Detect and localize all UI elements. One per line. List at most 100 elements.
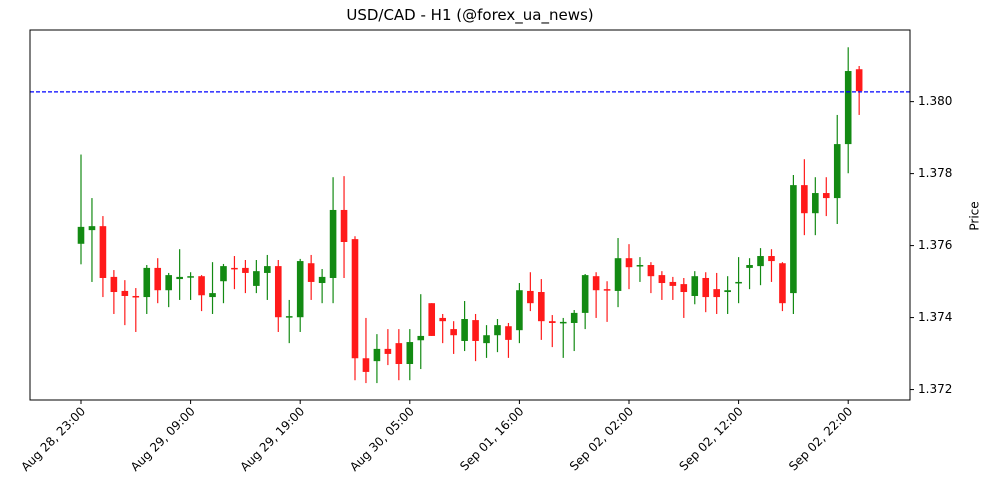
candle-body [581,275,589,313]
candle [384,329,392,366]
candle-body [296,261,304,318]
candle [340,176,348,278]
candle [187,272,194,300]
candle-body [822,193,830,199]
y-tick-label: 1.372 [918,382,952,396]
candle-body [461,319,468,341]
candle [658,271,666,300]
candle-body [516,290,523,331]
candle [110,270,118,314]
candle [691,271,699,305]
candle-body [362,358,370,372]
candle [801,159,808,236]
candle-body [801,185,808,214]
candle-body [548,321,556,323]
candle [373,334,381,384]
candle-body [99,226,107,278]
candle [406,329,414,381]
plot-frame [29,29,911,401]
candle-body [472,320,479,341]
candle [855,65,863,115]
candle-body [592,276,600,291]
candle [395,329,403,381]
candle-body [494,325,501,336]
candle [757,248,764,286]
candle [614,238,622,308]
candle [505,322,512,358]
candle [231,256,238,290]
candle [833,114,841,224]
candle [735,257,742,304]
candle [581,274,589,330]
candle-body [538,292,545,322]
candle [88,198,96,282]
candle [99,216,107,298]
candle [209,262,216,314]
candle-body [351,239,359,359]
candle [362,317,370,384]
candle-body [724,290,731,293]
candle-body [329,209,337,278]
candle [669,276,677,300]
candle-body [713,289,720,298]
candle [165,272,172,308]
candle-body [614,258,622,291]
candle-body [680,284,688,293]
candle-body [625,258,633,268]
candle-body [406,342,414,365]
candle [812,177,819,236]
candle [77,154,85,265]
candle-body [384,348,392,354]
x-tick-label: Aug 28, 23:00 [18,404,88,474]
x-axis: Aug 28, 23:00 Aug 29, 09:00 Aug 29, 19:00 A… [18,400,855,474]
x-tick-label: Sep 02, 12:00 [676,404,745,473]
candle [264,254,271,300]
candle [713,272,720,314]
candle-body [285,316,293,318]
y-tick-label: 1.374 [918,310,952,324]
candle [253,259,260,294]
candle-body [417,335,425,341]
chart-title: USD/CAD - H1 (@forex_ua_news) [346,6,594,24]
candle-body [198,276,205,296]
candle [559,317,567,358]
candle [198,275,205,312]
y-axis-label: Price [968,201,982,230]
candle-body [110,276,118,293]
candle [132,288,140,332]
candle-body [647,265,655,277]
x-tick-label: Aug 29, 09:00 [128,404,198,474]
candle-body [833,144,841,199]
candle-body [176,276,183,280]
candle [516,283,523,344]
candle [746,258,753,290]
candle-body [264,266,271,273]
candle [548,315,556,348]
x-tick-label: Aug 29, 19:00 [238,404,308,474]
candle-body [779,263,786,304]
candle-body [505,326,512,340]
candle [417,294,425,370]
candle [242,259,249,294]
candle [636,257,644,282]
candle [527,272,534,312]
candle-body [768,256,775,262]
x-tick-label: Sep 02, 02:00 [567,404,636,473]
candle-body [132,295,140,298]
x-tick-label: Sep 01, 16:00 [457,404,526,473]
candle-body [209,293,216,298]
y-tick-label: 1.378 [918,166,952,180]
candle-body [570,312,578,323]
candle [450,321,457,354]
candle-body [559,321,567,324]
candle-body [527,290,534,304]
candle [680,277,688,318]
y-axis: 1.372 1.374 1.376 1.378 1.380 [910,94,952,396]
candle [724,276,731,314]
candles-layer [77,47,863,384]
candle [647,262,655,294]
candle-body [253,271,260,286]
candle-body [88,226,96,231]
candle-body [658,275,666,284]
